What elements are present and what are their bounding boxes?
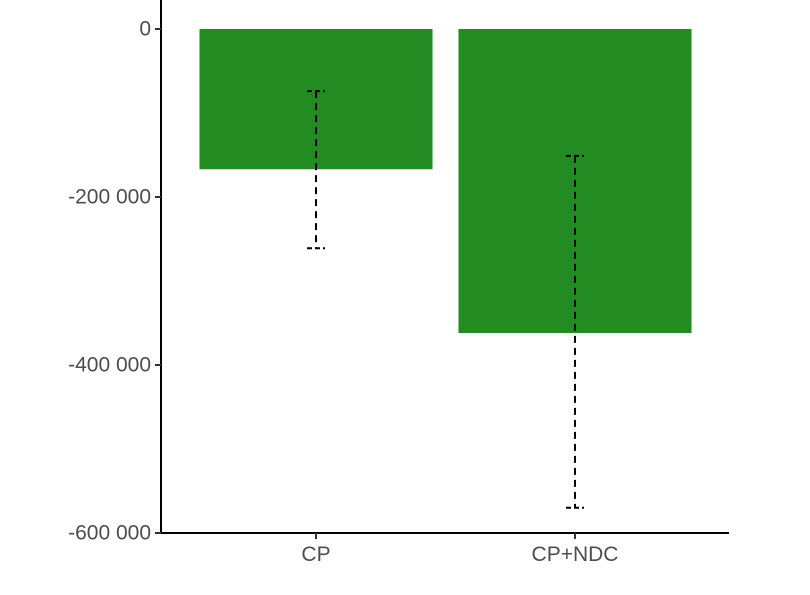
tick-labels-layer: 0 -200 000 -400 000 -600 000 CP CP+NDC — [68, 18, 618, 567]
x-tick-label: CP+NDC — [532, 543, 619, 566]
y-tick-label: -200 000 — [68, 186, 151, 209]
x-tick-label: CP — [301, 543, 330, 566]
y-tick-label: 0 — [139, 18, 151, 41]
bars-layer — [199, 29, 692, 334]
bar-cp — [199, 29, 433, 170]
y-tick-label: -600 000 — [68, 522, 151, 545]
error-bars-layer — [307, 90, 584, 509]
axes-layer — [155, 0, 729, 539]
y-tick-label: -400 000 — [68, 354, 151, 377]
